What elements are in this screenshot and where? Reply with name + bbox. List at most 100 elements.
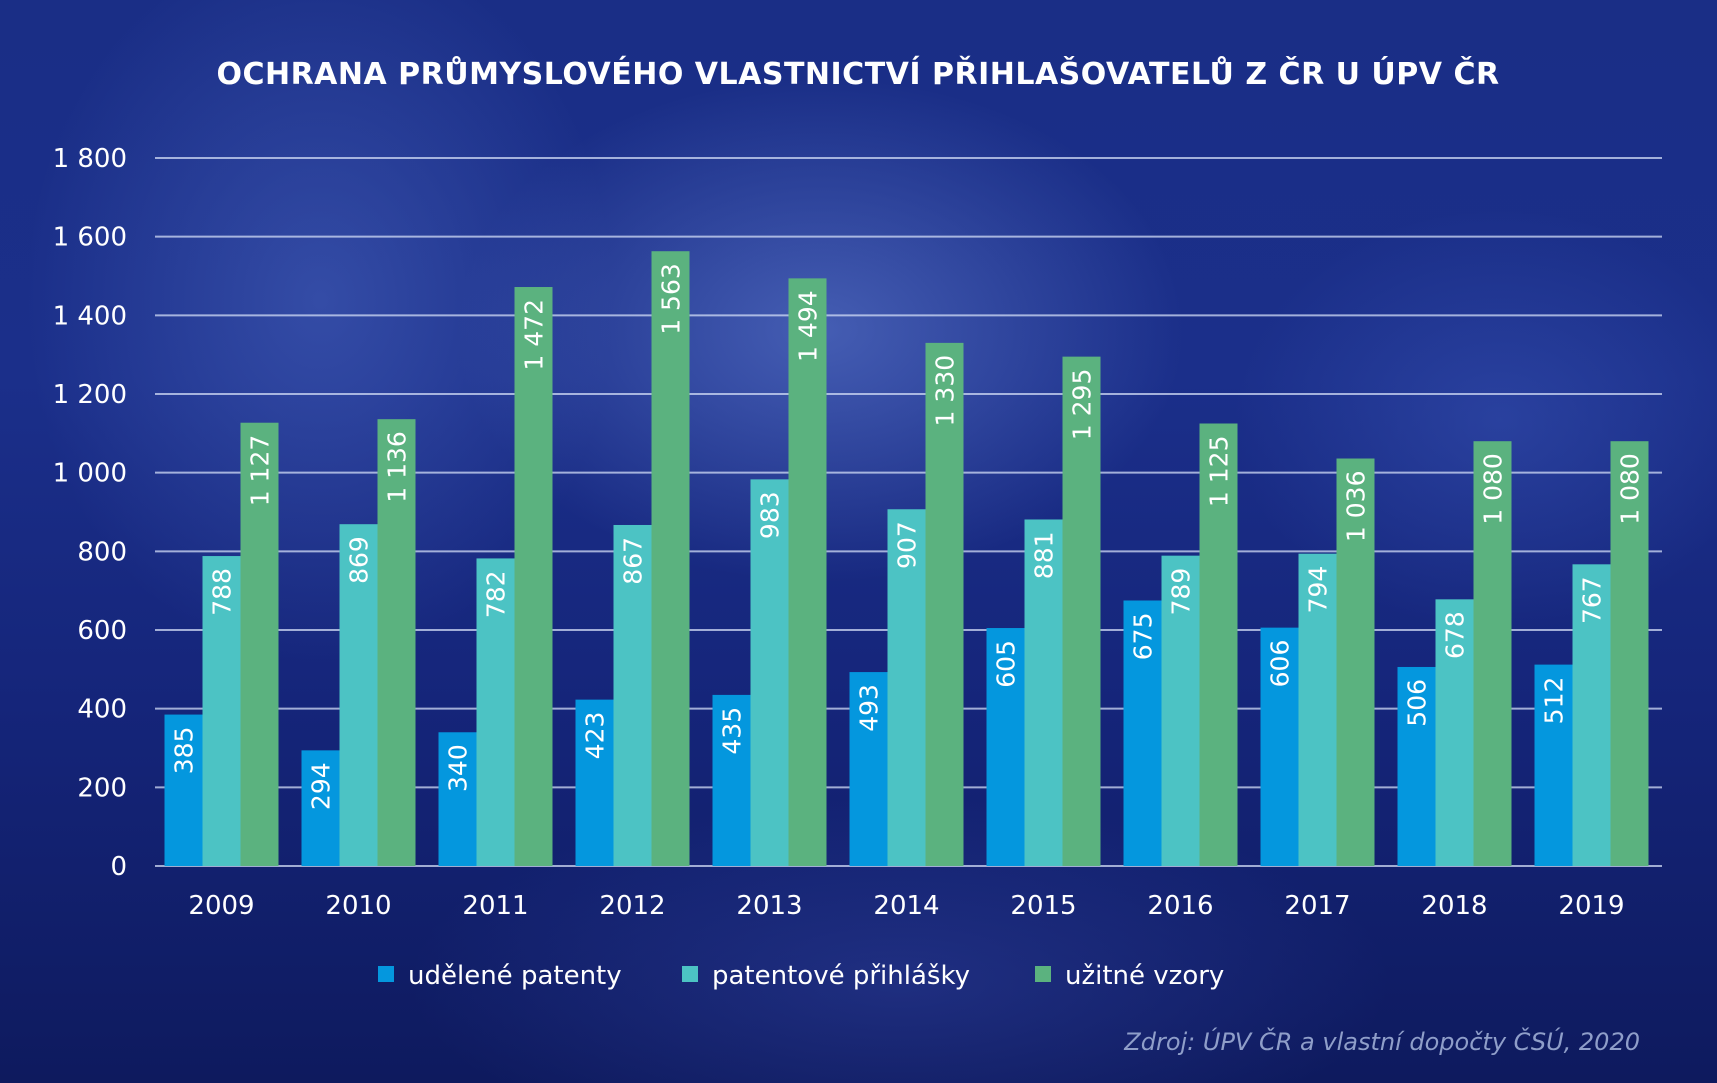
data-label: 1 127	[246, 435, 275, 507]
x-tick-label: 2009	[188, 891, 254, 921]
data-label: 788	[208, 568, 237, 616]
legend-label: udělené patenty	[408, 961, 622, 991]
data-label: 1 080	[1616, 453, 1645, 525]
bars	[164, 251, 1649, 867]
bar-udelene-patenty-2016	[1123, 600, 1162, 866]
bar-uzitne-vzory-2018	[1473, 441, 1512, 866]
bar-udelene-patenty-2015	[986, 628, 1025, 866]
y-tick-label: 1 600	[53, 223, 127, 253]
y-tick-label: 400	[77, 695, 127, 725]
data-label: 767	[1578, 576, 1607, 624]
bar-patentove-prihlasky-2009	[202, 556, 241, 866]
y-tick-label: 0	[110, 852, 127, 882]
bar-uzitne-vzory-2013	[788, 278, 827, 866]
data-label: 1 125	[1205, 436, 1234, 508]
bar-udelene-patenty-2011	[438, 732, 477, 866]
data-label: 1 295	[1068, 369, 1097, 441]
x-tick-label: 2018	[1421, 891, 1487, 921]
data-label: 294	[307, 762, 336, 810]
bar-patentove-prihlasky-2010	[339, 524, 378, 866]
data-label: 1 494	[794, 290, 823, 362]
x-tick-label: 2014	[873, 891, 939, 921]
bar-uzitne-vzory-2010	[377, 419, 416, 866]
legend-swatch-udelene-patenty	[378, 966, 394, 982]
data-label: 606	[1266, 640, 1295, 688]
y-tick-label: 1 000	[53, 459, 127, 489]
bar-uzitne-vzory-2009	[240, 422, 279, 866]
bar-patentove-prihlasky-2011	[476, 558, 515, 866]
chart-title: OCHRANA PRŮMYSLOVÉHO VLASTNICTVÍ PŘIHLAŠ…	[216, 55, 1499, 92]
data-label: 340	[444, 744, 473, 792]
bar-patentove-prihlasky-2013	[750, 479, 789, 866]
bar-uzitne-vzory-2017	[1336, 458, 1375, 866]
y-tick-label: 200	[77, 773, 127, 803]
data-label: 782	[482, 570, 511, 618]
bar-uzitne-vzory-2019	[1610, 441, 1649, 866]
x-axis-ticks: 2009 2010 2011 2012 2013 2014 2015 2016 2017 2018…	[188, 891, 1624, 921]
data-label: 789	[1167, 568, 1196, 616]
bar-udelene-patenty-2009	[164, 714, 203, 866]
bar-uzitne-vzory-2012	[651, 251, 690, 867]
data-labels: 385 788 1 127 294 869 1 136 340 782 1 472 423 867 1…	[170, 263, 1645, 810]
x-tick-label: 2011	[462, 891, 528, 921]
data-label: 1 472	[520, 299, 549, 371]
y-tick-label: 800	[77, 537, 127, 567]
bar-udelene-patenty-2013	[712, 694, 751, 866]
data-label: 423	[581, 712, 610, 760]
bar-patentove-prihlasky-2015	[1024, 519, 1063, 866]
bar-udelene-patenty-2010	[301, 750, 340, 866]
bar-patentove-prihlasky-2016	[1161, 555, 1200, 866]
source-note: Zdroj: ÚPV ČR a vlastní dopočty ČSÚ, 202…	[1123, 1026, 1640, 1056]
y-tick-label: 1 200	[53, 380, 127, 410]
bar-udelene-patenty-2017	[1260, 627, 1299, 866]
data-label: 435	[718, 707, 747, 755]
x-tick-label: 2016	[1147, 891, 1213, 921]
bar-uzitne-vzory-2014	[925, 342, 964, 866]
data-label: 1 080	[1479, 453, 1508, 525]
data-label: 678	[1441, 611, 1470, 659]
data-label: 869	[345, 536, 374, 584]
data-label: 493	[855, 684, 884, 732]
x-tick-label: 2010	[325, 891, 391, 921]
bar-udelene-patenty-2014	[849, 672, 888, 866]
legend-swatch-patentove-prihlasky	[682, 966, 698, 982]
x-tick-label: 2012	[599, 891, 665, 921]
data-label: 794	[1304, 566, 1333, 614]
x-tick-label: 2015	[1010, 891, 1076, 921]
bar-uzitne-vzory-2011	[514, 287, 553, 867]
data-label: 512	[1540, 677, 1569, 725]
bar-udelene-patenty-2012	[575, 699, 614, 866]
data-label: 1 036	[1342, 471, 1371, 543]
bar-uzitne-vzory-2015	[1062, 356, 1101, 866]
data-label: 675	[1129, 613, 1158, 661]
bar-udelene-patenty-2019	[1534, 664, 1573, 866]
bar-patentove-prihlasky-2014	[887, 509, 926, 866]
legend-swatch-uzitne-vzory	[1035, 966, 1051, 982]
data-label: 506	[1403, 679, 1432, 727]
bar-patentove-prihlasky-2019	[1572, 564, 1611, 866]
y-tick-label: 1 400	[53, 301, 127, 331]
data-label: 385	[170, 727, 199, 775]
legend: udělené patenty patentové přihlášky užitné…	[378, 961, 1224, 991]
data-label: 1 330	[931, 355, 960, 427]
data-label: 1 563	[657, 263, 686, 335]
data-label: 881	[1030, 531, 1059, 579]
data-label: 867	[619, 537, 648, 585]
bar-patentove-prihlasky-2018	[1435, 599, 1474, 866]
data-label: 983	[756, 491, 785, 539]
legend-label: užitné vzory	[1065, 961, 1224, 991]
data-label: 605	[992, 640, 1021, 688]
data-label: 907	[893, 521, 922, 569]
bar-uzitne-vzory-2016	[1199, 423, 1238, 866]
x-tick-label: 2019	[1558, 891, 1624, 921]
y-axis-ticks: 0 200 400 600 800 1 000 1 200 1 400 1 600 1 800	[53, 144, 127, 882]
bar-patentove-prihlasky-2017	[1298, 553, 1337, 866]
legend-label: patentové přihlášky	[712, 961, 970, 991]
data-label: 1 136	[383, 431, 412, 503]
bar-patentove-prihlasky-2012	[613, 524, 652, 866]
x-tick-label: 2017	[1284, 891, 1350, 921]
y-tick-label: 600	[77, 616, 127, 646]
y-tick-label: 1 800	[53, 144, 127, 174]
